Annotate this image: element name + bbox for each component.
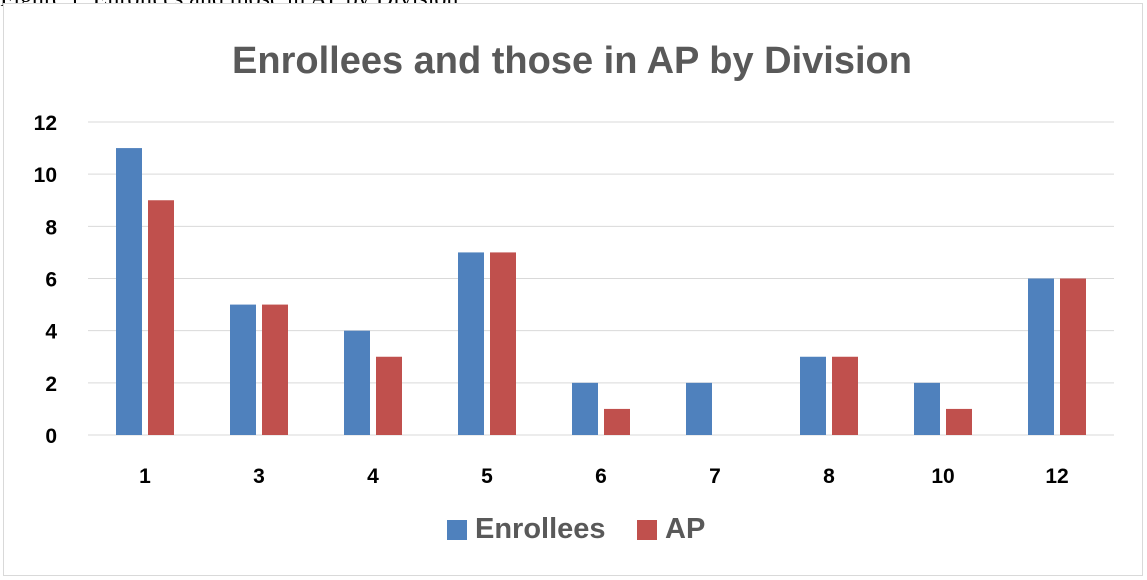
- y-tick-label: 4: [45, 321, 57, 344]
- legend-swatch-enrollees: [447, 520, 467, 540]
- x-tick-label: 6: [595, 465, 607, 488]
- bar-enrollees-7: [686, 382, 712, 435]
- y-tick-label: 10: [34, 164, 57, 187]
- chart-title: Enrollees and those in AP by Division: [232, 40, 912, 82]
- bar-enrollees-12: [1028, 278, 1054, 435]
- x-tick-label: 1: [139, 465, 151, 488]
- x-tick-label: 3: [253, 465, 265, 488]
- y-tick-label: 8: [45, 216, 57, 239]
- bars: [116, 148, 1086, 436]
- bar-enrollees-10: [914, 382, 940, 435]
- bar-enrollees-3: [230, 304, 256, 435]
- chart-frame: [3, 3, 1143, 576]
- legend-label-ap: AP: [665, 513, 705, 545]
- bar-ap-10: [946, 408, 972, 435]
- bar-ap-5: [490, 252, 516, 435]
- x-tick-label: 4: [367, 465, 379, 488]
- y-axis-ticks: 0 2 4 6 8 10 12: [34, 112, 58, 448]
- bar-enrollees-1: [116, 148, 142, 436]
- bar-ap-6: [604, 408, 630, 435]
- x-tick-label: 5: [481, 465, 493, 488]
- y-tick-label: 2: [45, 373, 57, 396]
- bar-enrollees-4: [344, 330, 370, 435]
- gridlines: [88, 121, 1114, 436]
- legend: Enrollees AP: [447, 513, 705, 545]
- bar-enrollees-6: [572, 382, 598, 435]
- x-tick-label: 10: [931, 465, 954, 488]
- y-tick-label: 12: [34, 112, 57, 135]
- legend-label-enrollees: Enrollees: [475, 513, 606, 545]
- y-tick-label: 6: [45, 269, 57, 292]
- bar-ap-12: [1060, 278, 1086, 435]
- legend-swatch-ap: [637, 520, 657, 540]
- bar-ap-4: [376, 356, 402, 435]
- bar-ap-1: [148, 200, 174, 435]
- x-tick-label: 12: [1045, 465, 1068, 488]
- x-tick-label: 8: [823, 465, 835, 488]
- bar-enrollees-8: [800, 356, 826, 435]
- x-axis-ticks: 1 3 4 5 6 7 8 10 12: [139, 465, 1069, 488]
- bar-ap-8: [832, 356, 858, 435]
- x-tick-label: 7: [709, 465, 721, 488]
- bar-enrollees-5: [458, 252, 484, 435]
- y-tick-label: 0: [45, 425, 57, 448]
- bar-ap-3: [262, 304, 288, 435]
